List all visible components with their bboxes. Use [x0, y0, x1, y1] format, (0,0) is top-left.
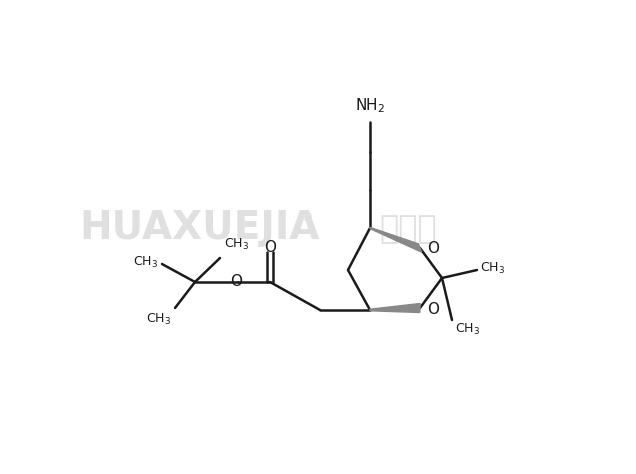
Text: CH$_3$: CH$_3$ [455, 322, 480, 337]
Text: CH$_3$: CH$_3$ [480, 260, 505, 275]
Text: O: O [427, 240, 439, 255]
Text: O: O [427, 302, 439, 318]
Polygon shape [370, 227, 422, 252]
Text: CH$_3$: CH$_3$ [146, 312, 171, 327]
Text: ®: ® [301, 211, 314, 225]
Text: O: O [264, 240, 276, 255]
Text: CH$_3$: CH$_3$ [224, 237, 249, 252]
Text: 化学加: 化学加 [379, 215, 437, 246]
Polygon shape [370, 303, 420, 312]
Text: HUAXUEJIA: HUAXUEJIA [80, 209, 321, 247]
Text: NH$_2$: NH$_2$ [355, 96, 385, 115]
Text: CH$_3$: CH$_3$ [133, 255, 158, 270]
Text: O: O [230, 274, 242, 290]
